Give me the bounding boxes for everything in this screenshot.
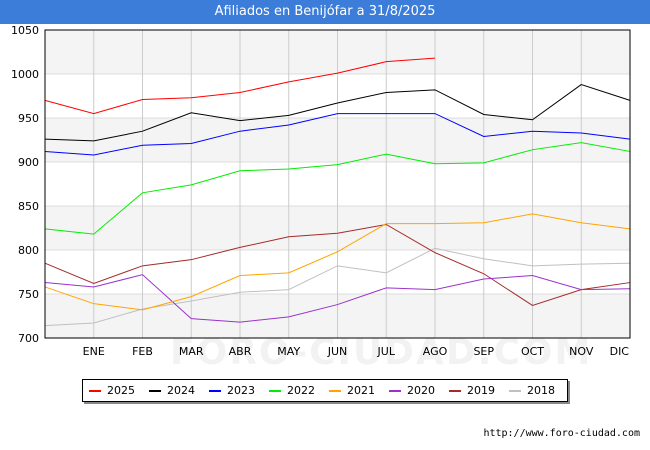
x-tick-label: MAY <box>277 345 300 358</box>
grid-lines <box>45 29 630 339</box>
watermark: FORO-CIUDAD.COM <box>170 332 593 373</box>
series-line-2020 <box>44 274 631 323</box>
y-tick-label: 1050 <box>11 24 39 37</box>
legend-swatch <box>89 390 101 392</box>
series-line-2018 <box>44 247 631 327</box>
x-tick-label: JUL <box>377 345 396 358</box>
x-tick-label: ENE <box>83 345 105 358</box>
legend-label: 2025 <box>107 384 135 397</box>
series-layer <box>44 57 631 327</box>
footer-url[interactable]: http://www.foro-ciudad.com <box>483 428 640 439</box>
legend-label: 2023 <box>227 384 255 397</box>
x-tick-label: DIC <box>610 345 630 358</box>
x-tick-label: FEB <box>132 345 153 358</box>
series-line-2021 <box>44 213 631 311</box>
x-tick-label: ABR <box>229 345 252 358</box>
y-axis-ticks: 700 750 800 850 900 950 1000 1050 <box>11 24 39 345</box>
series-line-2022 <box>44 142 631 235</box>
legend-swatch <box>149 390 161 392</box>
x-tick-label: NOV <box>569 345 594 358</box>
y-tick-label: 750 <box>18 288 39 301</box>
x-tick-label: JUN <box>327 345 348 358</box>
y-tick-label: 1000 <box>11 68 39 81</box>
legend-swatch <box>509 390 521 392</box>
x-tick-label: OCT <box>521 345 544 358</box>
x-tick-label: AGO <box>423 345 448 358</box>
y-tick-label: 950 <box>18 112 39 125</box>
x-axis-ticks: ENE FEB MAR ABR MAY JUN JUL AGO SEP OCT NOV DIC <box>83 345 630 358</box>
series-line-2023 <box>44 113 631 156</box>
legend-label: 2019 <box>467 384 495 397</box>
plot-frame <box>44 29 631 339</box>
series-line-2024 <box>44 84 631 142</box>
legend-swatch <box>269 390 281 392</box>
y-tick-label: 900 <box>18 156 39 169</box>
legend-label: 2018 <box>527 384 555 397</box>
series-line-2019 <box>44 223 631 306</box>
y-tick-label: 800 <box>18 244 39 257</box>
x-tick-label: SEP <box>473 345 494 358</box>
legend-swatch <box>329 390 341 392</box>
legend-label: 2020 <box>407 384 435 397</box>
legend-swatch <box>389 390 401 392</box>
y-tick-label: 700 <box>18 332 39 345</box>
legend-label: 2024 <box>167 384 195 397</box>
legend-swatch <box>449 390 461 392</box>
legend-swatch <box>209 390 221 392</box>
y-tick-label: 850 <box>18 200 39 213</box>
x-tick-label: MAR <box>179 345 204 358</box>
chart-title: Afiliados en Benijófar a 31/8/2025 <box>0 0 650 24</box>
legend-label: 2021 <box>347 384 375 397</box>
legend-label: 2022 <box>287 384 315 397</box>
series-line-2025 <box>44 57 436 115</box>
legend: 2025 2024 2023 2022 2021 2020 2019 2018 <box>82 379 568 402</box>
